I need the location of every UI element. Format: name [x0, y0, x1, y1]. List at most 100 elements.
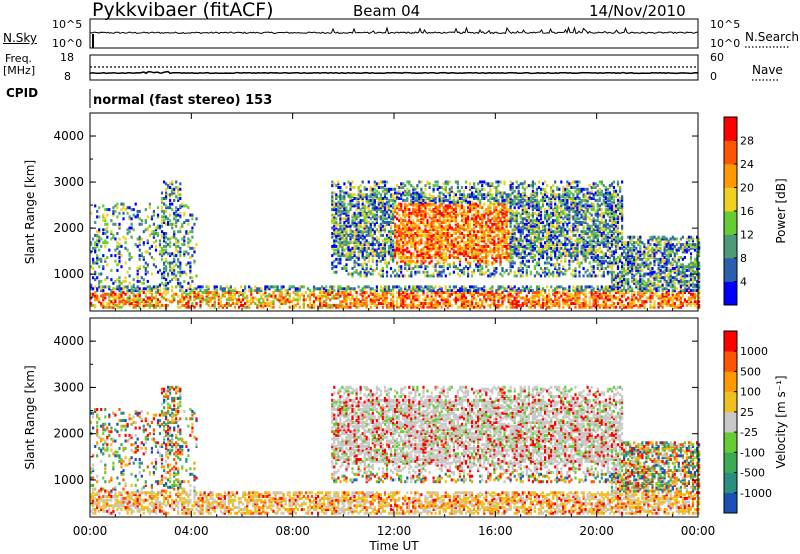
power-cell: [112, 222, 115, 226]
power-cell: [165, 289, 168, 293]
power-cell: [351, 272, 354, 276]
power-cell: [460, 248, 464, 252]
power-cell: [94, 305, 97, 309]
power-cell: [205, 292, 208, 296]
power-cell: [347, 246, 350, 250]
power-cell: [454, 237, 457, 241]
power-cell: [505, 232, 508, 235]
power-cell: [385, 217, 389, 221]
power-cell: [319, 289, 322, 293]
power-cell: [503, 180, 506, 184]
power-cell: [371, 250, 374, 254]
power-cell: [375, 228, 378, 232]
power-cell: [160, 197, 164, 200]
power-cell: [493, 209, 496, 213]
power-cell: [195, 303, 198, 307]
power-cell: [389, 215, 393, 219]
power-cell: [351, 233, 354, 237]
power-cell: [229, 298, 232, 302]
power-cell: [408, 215, 411, 219]
power-cell: [477, 221, 480, 224]
power-cell: [331, 296, 334, 300]
power-cell: [379, 268, 382, 272]
power-cell: [462, 296, 466, 300]
power-cell: [144, 303, 147, 307]
power-cell: [355, 294, 358, 298]
power-cell: [495, 193, 498, 197]
power-cell: [485, 222, 488, 226]
power-cell: [515, 217, 518, 221]
power-cell: [471, 202, 474, 206]
power-cell: [505, 195, 508, 199]
power-cell: [298, 294, 301, 298]
power-cell: [440, 239, 443, 243]
power-cell: [335, 296, 338, 300]
power-cell: [175, 263, 178, 267]
power-cell: [544, 187, 547, 191]
power-cell: [122, 287, 125, 291]
power-cell: [527, 224, 530, 228]
power-cell: [438, 204, 441, 208]
power-cell: [535, 195, 539, 199]
power-cell: [150, 244, 153, 248]
power-cell: [375, 235, 378, 239]
power-cell: [420, 204, 423, 208]
power-cell: [505, 268, 508, 272]
power-cell: [165, 283, 168, 287]
power-cell: [487, 219, 490, 223]
power-cell: [509, 208, 512, 212]
power-cell: [339, 303, 342, 307]
power-cell: [521, 221, 524, 224]
power-cell: [229, 291, 232, 294]
power-cell: [154, 305, 158, 309]
power-cell: [544, 215, 547, 219]
power-cell: [225, 291, 228, 294]
power-cell: [493, 198, 496, 202]
power-cell: [357, 257, 360, 261]
power-cell: [396, 305, 399, 309]
power-cell: [363, 303, 366, 307]
power-cell: [371, 239, 374, 243]
power-cell: [539, 252, 543, 256]
power-cell: [531, 224, 534, 228]
power-cell: [142, 278, 145, 282]
power-cell: [398, 285, 401, 289]
power-cell: [452, 228, 455, 232]
power-cell: [432, 224, 435, 228]
power-cell: [264, 285, 267, 289]
power-cell: [420, 221, 423, 224]
power-cell: [341, 246, 344, 250]
power-cell: [387, 200, 391, 204]
power-cell: [497, 191, 500, 195]
power-cell: [227, 296, 230, 300]
power-cell: [94, 221, 97, 224]
power-cell: [331, 294, 334, 298]
power-cell: [430, 224, 433, 228]
power-cell: [389, 298, 393, 302]
power-cell: [106, 302, 109, 305]
power-cell: [353, 197, 356, 200]
power-cell: [469, 186, 472, 189]
power-cell: [440, 211, 443, 215]
power-cell: [414, 248, 417, 252]
power-cell: [509, 187, 512, 191]
power-cell: [529, 237, 532, 241]
power-cell: [503, 296, 506, 300]
power-cell: [477, 222, 480, 226]
power-cell: [556, 215, 559, 219]
power-cell: [469, 182, 472, 186]
power-cell: [493, 239, 496, 243]
power-cell: [422, 291, 425, 294]
power-cell: [505, 250, 508, 254]
power-cell: [175, 274, 178, 278]
power-cell: [497, 233, 500, 237]
power-cell: [361, 252, 364, 256]
power-cell: [294, 292, 297, 296]
power-cell: [471, 206, 474, 210]
power-cell: [231, 289, 235, 293]
power-cell: [146, 279, 149, 283]
power-cell: [367, 226, 370, 230]
power-cell: [491, 202, 494, 206]
power-cell: [471, 228, 474, 232]
power-cell: [124, 246, 127, 250]
